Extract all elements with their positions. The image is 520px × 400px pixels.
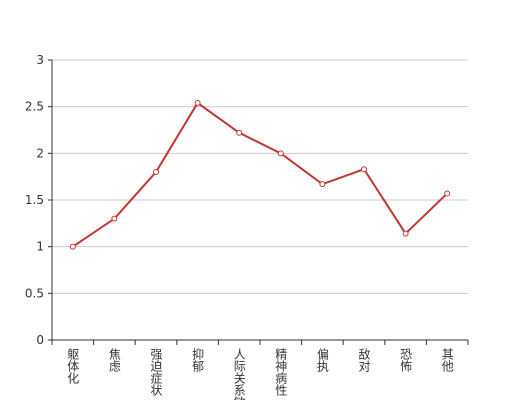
point (69, 243, 76, 250)
point (361, 166, 367, 173)
point (194, 99, 201, 106)
y-tick-label: 3 (36, 53, 44, 67)
point (111, 215, 118, 222)
x-tick-label: 抑郁 (191, 347, 205, 373)
x-tick-label: 其他 (440, 348, 454, 372)
y-tick-label: 0 (36, 333, 44, 347)
line (72, 101, 448, 248)
x-tick-label: 偏执 (315, 347, 329, 373)
x-tick-label: 精神病性 (274, 348, 288, 397)
x-tick-label: 躯体化 (66, 347, 80, 385)
x-tick-label: 人际关系敏感 (232, 348, 246, 400)
y-tick-label: 1.5 (25, 193, 44, 207)
point (402, 230, 409, 237)
point (153, 169, 159, 175)
point (444, 190, 451, 197)
point (319, 181, 326, 188)
x-tick-label: 焦虑 (107, 348, 121, 372)
point (236, 129, 243, 136)
y-tick-label: 1 (36, 240, 44, 254)
x-tick-label: 敌对 (357, 347, 371, 372)
x-tick-label: 恐怖 (399, 348, 413, 372)
y-tick-label: 2.5 (25, 100, 44, 114)
point (277, 150, 284, 157)
y-tick-label: 0.5 (25, 286, 44, 300)
y-tick-label: 2 (36, 146, 44, 160)
x-tick-label: 强迫症状 (149, 348, 163, 396)
